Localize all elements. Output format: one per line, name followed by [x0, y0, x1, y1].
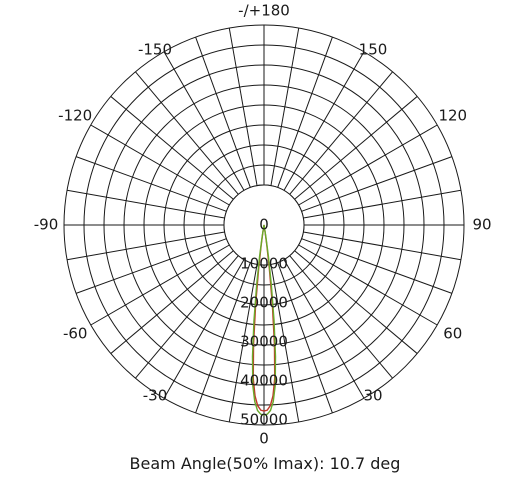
grid-spoke — [289, 71, 393, 195]
radial-tick-label: 0 — [259, 216, 269, 234]
angle-tick-label: -90 — [34, 216, 59, 234]
beam-angle-caption: Beam Angle(50% Imax): 10.7 deg — [130, 454, 401, 473]
grid-spoke — [303, 231, 462, 261]
angle-tick-label: -60 — [63, 325, 88, 343]
angle-tick-label: -150 — [138, 41, 172, 59]
grid-spoke — [90, 124, 230, 206]
grid-spoke — [110, 96, 234, 200]
grid-spoke — [294, 250, 418, 354]
angle-tick-labels: 0 30 60 90 120 150 -/+180 -150 -120 -90 -60 -30 — [34, 2, 492, 448]
grid-spoke — [195, 262, 251, 414]
angle-tick-label: -120 — [58, 107, 92, 125]
radial-tick-label: 50000 — [240, 411, 288, 429]
radial-tick-label: 30000 — [240, 333, 288, 351]
grid-spoke — [298, 244, 438, 326]
grid-spoke — [270, 27, 300, 186]
grid-spoke — [90, 244, 230, 326]
grid-spoke — [228, 264, 258, 423]
grid-spoke — [110, 250, 234, 354]
angle-tick-label: 90 — [472, 216, 491, 234]
grid-spoke — [135, 71, 239, 195]
intensity-curves — [251, 224, 277, 416]
grid-spoke — [294, 96, 418, 200]
grid-spoke — [289, 255, 393, 379]
angle-tick-label: -30 — [143, 386, 168, 404]
radial-tick-labels: 0 10000 20000 30000 40000 50000 — [240, 216, 288, 429]
radial-tick-label: 10000 — [240, 255, 288, 273]
grid-spoke — [66, 231, 225, 261]
grid-spoke — [66, 189, 225, 219]
angle-tick-label: 30 — [363, 386, 382, 404]
grid-spoke — [163, 259, 245, 399]
grid-spoke — [303, 189, 462, 219]
grid-spoke — [135, 255, 239, 379]
radial-tick-label: 40000 — [240, 372, 288, 390]
intensity-curve — [251, 224, 277, 416]
angle-tick-label: 150 — [359, 41, 388, 59]
grid-spoke — [75, 238, 227, 294]
grid-spokes — [64, 25, 464, 425]
grid-spoke — [228, 27, 258, 186]
grid-spoke — [163, 51, 245, 191]
grid-spoke — [270, 264, 300, 423]
grid-spoke — [283, 51, 365, 191]
angle-tick-label: 120 — [438, 107, 467, 125]
grid-spoke — [298, 124, 438, 206]
grid-spoke — [277, 262, 333, 414]
angle-tick-label: 60 — [443, 325, 462, 343]
grid-spoke — [75, 156, 227, 212]
grid-spoke — [277, 36, 333, 188]
grid-spoke — [301, 156, 453, 212]
grid-spoke — [195, 36, 251, 188]
grid-spoke — [283, 259, 365, 399]
angle-tick-label: -/+180 — [238, 2, 290, 20]
angle-tick-label: 0 — [259, 430, 269, 448]
radial-tick-label: 20000 — [240, 294, 288, 312]
grid-spoke — [301, 238, 453, 294]
